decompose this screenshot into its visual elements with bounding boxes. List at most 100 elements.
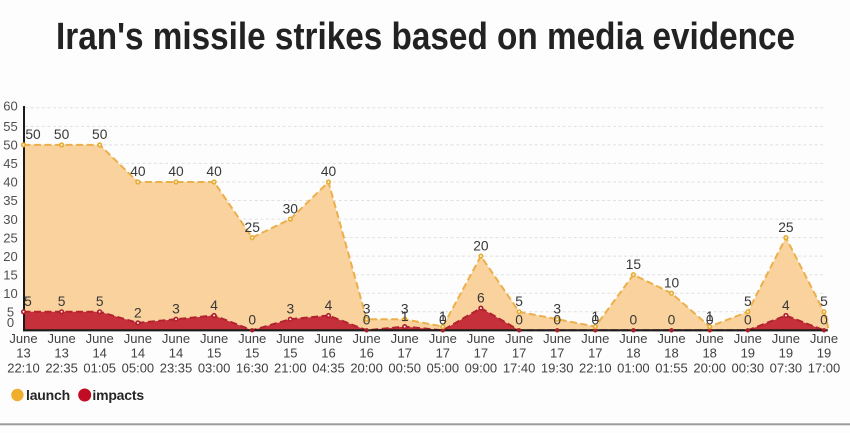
svg-text:0: 0 (668, 313, 676, 328)
svg-text:19: 19 (779, 346, 793, 361)
svg-text:June: June (124, 331, 152, 346)
svg-text:30: 30 (3, 212, 17, 227)
svg-text:00:30: 00:30 (732, 361, 765, 376)
svg-text:15: 15 (3, 267, 17, 282)
svg-text:1: 1 (439, 309, 447, 324)
svg-text:05:00: 05:00 (427, 361, 460, 376)
svg-text:0: 0 (591, 313, 599, 328)
svg-text:17: 17 (550, 346, 564, 361)
svg-text:23:35: 23:35 (160, 361, 193, 376)
svg-text:4: 4 (210, 298, 218, 313)
svg-text:21:00: 21:00 (274, 361, 307, 376)
svg-text:30: 30 (283, 201, 299, 216)
svg-text:60: 60 (3, 99, 17, 114)
svg-text:17:40: 17:40 (503, 361, 536, 376)
svg-text:05:00: 05:00 (122, 361, 155, 376)
svg-text:40: 40 (3, 175, 17, 190)
svg-text:17: 17 (512, 346, 526, 361)
svg-text:5: 5 (7, 305, 14, 320)
svg-text:1: 1 (706, 309, 714, 324)
svg-text:0: 0 (7, 315, 14, 330)
svg-text:June: June (734, 331, 762, 346)
svg-text:4: 4 (782, 298, 790, 313)
svg-text:03:00: 03:00 (198, 361, 231, 376)
svg-text:25: 25 (245, 220, 261, 235)
svg-text:June: June (467, 331, 495, 346)
svg-text:01:00: 01:00 (617, 361, 650, 376)
svg-text:5: 5 (515, 294, 523, 309)
svg-text:June: June (810, 331, 838, 346)
svg-text:15: 15 (207, 346, 221, 361)
svg-text:June: June (352, 331, 380, 346)
svg-text:June: June (47, 331, 75, 346)
svg-text:10: 10 (664, 275, 680, 290)
svg-text:0: 0 (630, 313, 638, 328)
svg-text:55: 55 (3, 119, 17, 134)
svg-text:07:30: 07:30 (770, 361, 803, 376)
svg-text:17: 17 (588, 346, 602, 361)
svg-text:impacts: impacts (92, 387, 144, 403)
svg-text:5: 5 (744, 294, 752, 309)
svg-text:June: June (772, 331, 800, 346)
svg-text:18: 18 (626, 346, 640, 361)
svg-text:3: 3 (553, 301, 561, 316)
svg-text:June: June (581, 331, 609, 346)
svg-text:16: 16 (321, 346, 335, 361)
svg-text:June: June (200, 331, 228, 346)
svg-text:09:00: 09:00 (465, 361, 498, 376)
svg-text:19: 19 (741, 346, 755, 361)
svg-text:June: June (86, 331, 114, 346)
svg-text:June: June (391, 331, 419, 346)
svg-text:13: 13 (16, 346, 30, 361)
svg-text:20:00: 20:00 (693, 361, 726, 376)
svg-text:40: 40 (206, 164, 222, 179)
svg-text:6: 6 (477, 291, 485, 306)
svg-text:4: 4 (325, 298, 333, 313)
svg-text:35: 35 (3, 193, 17, 208)
svg-text:5: 5 (96, 294, 104, 309)
svg-text:0: 0 (706, 313, 714, 328)
svg-text:25: 25 (3, 230, 17, 245)
svg-text:0: 0 (515, 313, 523, 328)
svg-text:10: 10 (3, 286, 17, 301)
svg-text:16:30: 16:30 (236, 361, 269, 376)
svg-text:20: 20 (3, 249, 17, 264)
svg-text:3: 3 (363, 301, 371, 316)
svg-text:40: 40 (168, 164, 184, 179)
svg-text:14: 14 (131, 346, 145, 361)
svg-text:June: June (696, 331, 724, 346)
svg-text:50: 50 (92, 127, 108, 142)
svg-text:13: 13 (54, 346, 68, 361)
svg-text:June: June (429, 331, 457, 346)
svg-text:0: 0 (820, 313, 828, 328)
svg-text:17: 17 (397, 346, 411, 361)
svg-text:0: 0 (744, 313, 752, 328)
svg-text:3: 3 (401, 301, 409, 316)
svg-text:1: 1 (401, 309, 409, 324)
svg-text:2: 2 (134, 305, 142, 320)
svg-text:22:10: 22:10 (7, 361, 40, 376)
svg-text:01:05: 01:05 (83, 361, 116, 376)
svg-text:Iran's missile strikes based o: Iran's missile strikes based on media ev… (56, 16, 795, 58)
svg-text:18: 18 (702, 346, 716, 361)
svg-text:0: 0 (553, 313, 561, 328)
svg-text:0: 0 (439, 313, 447, 328)
svg-text:40: 40 (321, 164, 337, 179)
svg-text:14: 14 (92, 346, 106, 361)
svg-text:5: 5 (58, 294, 66, 309)
svg-text:1: 1 (591, 309, 599, 324)
svg-text:17: 17 (474, 346, 488, 361)
svg-text:3: 3 (172, 302, 180, 317)
svg-text:June: June (314, 331, 342, 346)
svg-text:25: 25 (778, 220, 794, 235)
svg-text:16: 16 (359, 346, 373, 361)
svg-text:June: June (619, 331, 647, 346)
svg-text:19:30: 19:30 (541, 361, 574, 376)
svg-text:40: 40 (130, 164, 146, 179)
svg-text:June: June (543, 331, 571, 346)
svg-text:45: 45 (3, 156, 17, 171)
svg-text:20:00: 20:00 (350, 361, 383, 376)
svg-text:01:55: 01:55 (655, 361, 688, 376)
svg-text:17: 17 (436, 346, 450, 361)
svg-text:04:35: 04:35 (312, 361, 345, 376)
